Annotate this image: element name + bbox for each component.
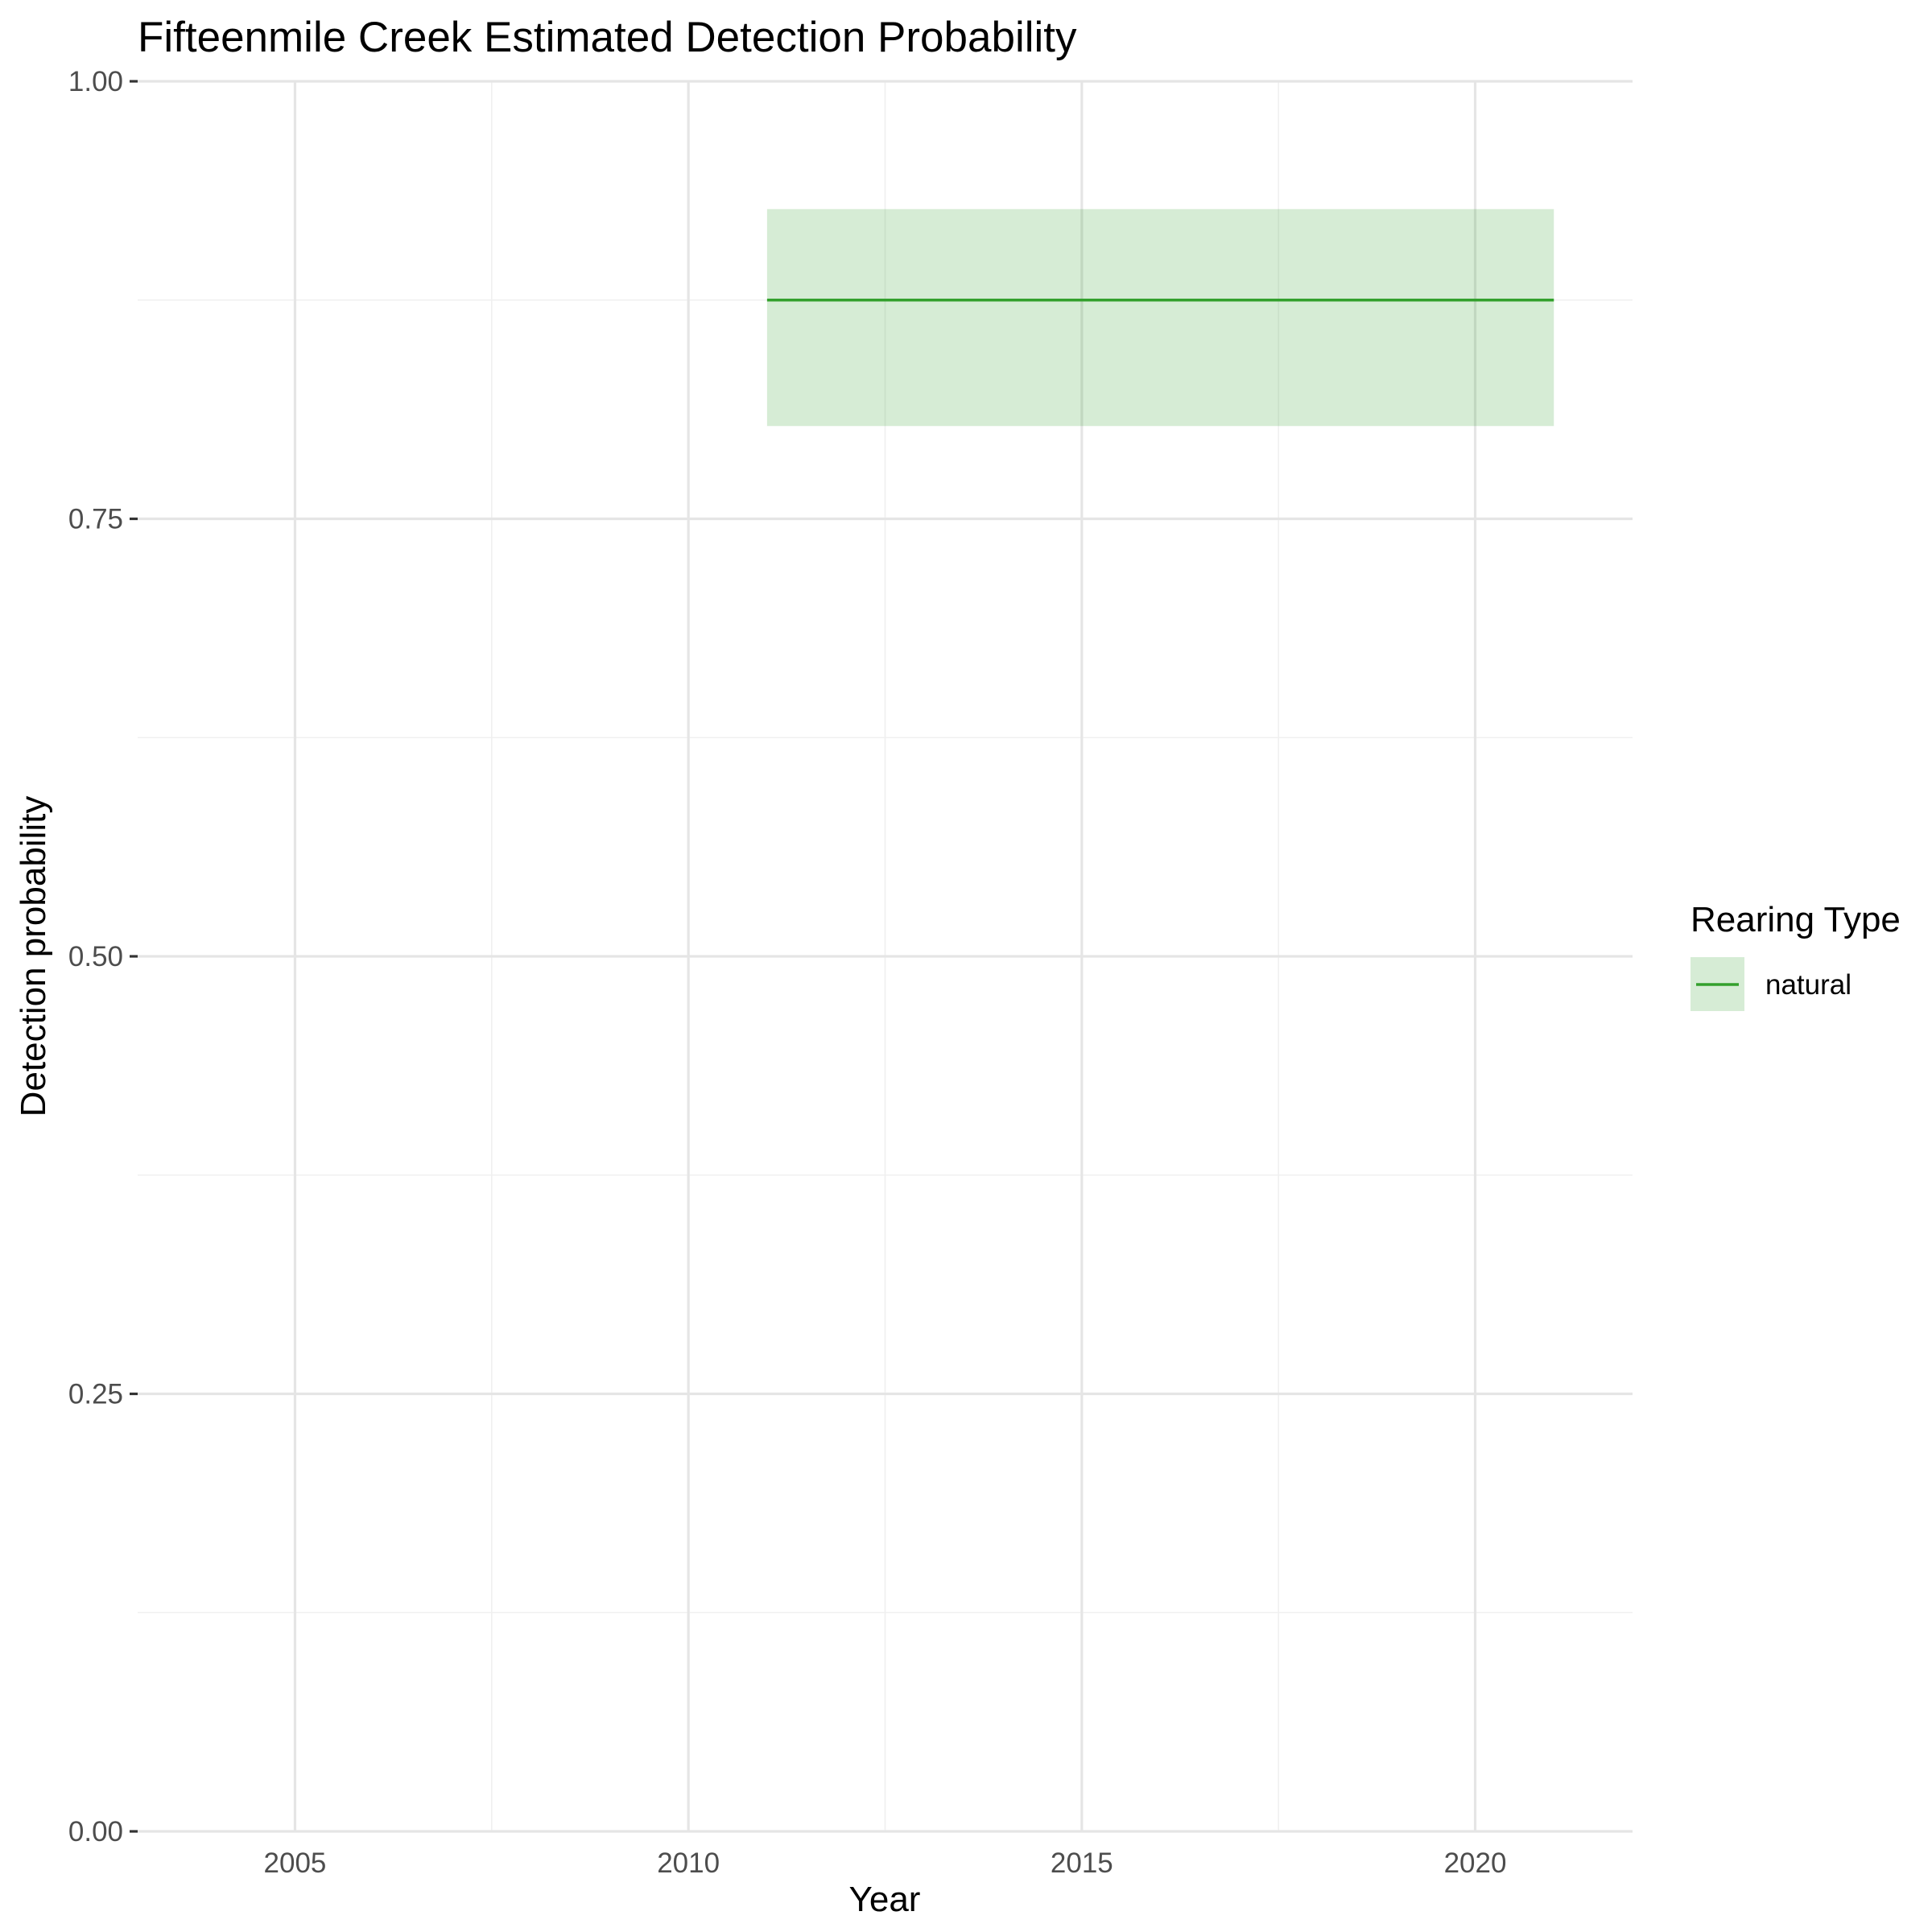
y-tick-label: 1.00 <box>68 66 123 97</box>
y-tick-label: 0.25 <box>68 1379 123 1410</box>
legend-title: Rearing Type <box>1690 900 1901 939</box>
axes: 2005 2010 2015 2020 0.00 0.25 0.50 0.75 1.00 <box>68 66 1507 1879</box>
x-tick-label: 2005 <box>264 1847 327 1879</box>
x-tick-label: 2015 <box>1051 1847 1113 1879</box>
chart-title: Fifteenmile Creek Estimated Detection Pr… <box>138 14 1077 61</box>
legend-label: natural <box>1765 969 1852 1001</box>
legend: Rearing Type natural <box>1690 900 1901 1011</box>
grid-lines <box>138 80 1633 1833</box>
confidence-ribbons <box>766 208 1554 427</box>
legend-items: natural <box>1690 957 1852 1011</box>
x-tick-label: 2010 <box>657 1847 720 1879</box>
y-tick-label: 0.00 <box>68 1816 123 1847</box>
x-tick-label: 2020 <box>1444 1847 1507 1879</box>
y-tick-label: 0.50 <box>68 941 123 972</box>
confidence-ribbon-natural <box>766 208 1554 427</box>
y-tick-label: 0.75 <box>68 504 123 535</box>
y-axis-title: Detection probability <box>14 796 53 1117</box>
x-axis-title: Year <box>849 1880 921 1919</box>
